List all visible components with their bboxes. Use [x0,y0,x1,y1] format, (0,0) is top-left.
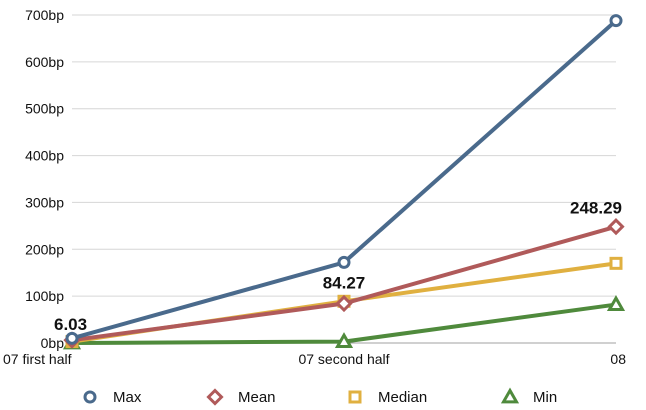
legend-label: Min [533,389,557,406]
legend: Max Mean Median Min [83,387,557,406]
y-tick-label: 300bp [25,194,64,210]
legend-item-median: Median [348,389,427,406]
y-tick-label: 500bp [25,101,64,117]
point-median [609,256,623,270]
point-min [334,332,354,348]
data-labels: 6.03 84.27 248.29 [54,199,622,335]
legend-marker-mean [206,388,224,406]
legend-item-max: Max [83,389,142,406]
y-tick-label: 600bp [25,54,64,70]
point-mean [335,294,353,313]
y-axis-tick-labels: 0bp 100bp 200bp 300bp 400bp 500bp 600bp 700bp [25,7,64,351]
legend-item-min: Min [500,387,557,406]
point-max [65,331,79,345]
legend-item-mean: Mean [206,388,276,406]
y-tick-label: 400bp [25,148,64,164]
point-max [337,255,351,269]
x-tick-label: 07 second half [298,351,389,367]
legend-label: Max [113,389,142,406]
data-label: 84.27 [323,274,366,293]
point-min [606,295,626,311]
legend-marker-max [83,390,97,404]
data-label: 248.29 [570,199,622,218]
data-label: 6.03 [54,315,87,334]
point-mean [607,218,625,236]
x-tick-label: 08 [610,351,626,367]
legend-marker-min [500,387,520,404]
y-tick-label: 100bp [25,288,64,304]
legend-label: Median [378,389,427,406]
point-max [609,14,623,28]
legend-marker-median [348,390,362,404]
y-tick-label: 200bp [25,241,64,257]
grid-lines [72,14,616,344]
y-tick-label: 0bp [41,335,65,351]
legend-label: Mean [238,389,276,406]
y-tick-label: 700bp [25,7,64,23]
x-tick-label: 07 first half [3,351,72,367]
x-axis-tick-labels: 07 first half 07 second half 08 [3,351,626,367]
series-lines [62,14,626,350]
series-max [65,14,623,345]
